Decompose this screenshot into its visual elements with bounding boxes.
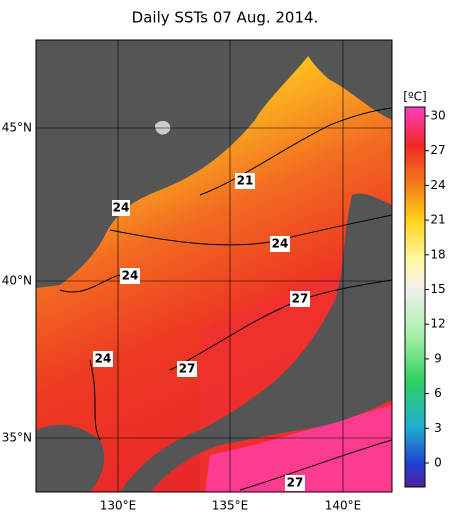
southwest-land xyxy=(36,424,105,492)
north-land xyxy=(300,40,392,120)
lat-label: 40°N xyxy=(2,274,32,288)
contour-label: 27 xyxy=(290,291,310,307)
map: 21 24 24 24 27 24 27 27 45°N 40°N 35°N 1… xyxy=(2,39,393,513)
colorbar-tick-label: 3 xyxy=(434,421,442,435)
colorbar-tick-label: 24 xyxy=(430,178,445,192)
contour-label-text: 24 xyxy=(113,201,130,215)
colorbar-tick-label: 6 xyxy=(434,386,442,400)
contour-label: 24 xyxy=(112,200,130,216)
contour-label: 27 xyxy=(285,475,305,491)
contour-label: 21 xyxy=(235,173,255,189)
colorbar-tick-label: 21 xyxy=(430,213,445,227)
colorbar-tick-label: 27 xyxy=(430,143,445,157)
lat-label: 45°N xyxy=(2,121,32,135)
map-frame xyxy=(35,39,393,493)
contour-labels: 21 24 24 24 27 24 27 27 xyxy=(93,173,310,491)
graticule xyxy=(36,40,392,492)
colorbar-tick-label: 18 xyxy=(430,247,445,261)
contour-label-text: 27 xyxy=(179,362,196,376)
contour-label: 24 xyxy=(270,236,290,252)
colorbar-tick-label: 15 xyxy=(430,282,445,296)
colorbar-tick-label: 30 xyxy=(430,109,445,123)
contour-label-text: 24 xyxy=(95,352,112,366)
colorbar-tick-label: 0 xyxy=(434,456,442,470)
contour-label: 24 xyxy=(93,351,113,367)
colorbar-tick-label: 9 xyxy=(434,351,442,365)
contour-label: 27 xyxy=(177,361,197,377)
lon-label: 135°E xyxy=(212,499,249,513)
contour-label-text: 21 xyxy=(237,174,254,188)
colorbar-scale xyxy=(404,106,426,488)
contour-label-text: 27 xyxy=(287,476,304,490)
title: Daily SSTs 07 Aug. 2014. xyxy=(132,9,319,27)
mainland xyxy=(36,40,320,288)
contours xyxy=(59,107,393,491)
colorbar-tick-label: 12 xyxy=(430,317,445,331)
colorbar-unit: [ºC] xyxy=(403,90,426,104)
contour-label: 24 xyxy=(120,268,140,284)
pacific-warm xyxy=(205,405,392,492)
japan xyxy=(120,193,392,493)
contour-label-text: 24 xyxy=(122,269,139,283)
lon-label: 130°E xyxy=(100,499,137,513)
contour-label-text: 27 xyxy=(292,292,309,306)
contour-label-text: 24 xyxy=(272,237,289,251)
lat-label: 35°N xyxy=(2,431,32,445)
lon-label: 140°E xyxy=(325,499,362,513)
